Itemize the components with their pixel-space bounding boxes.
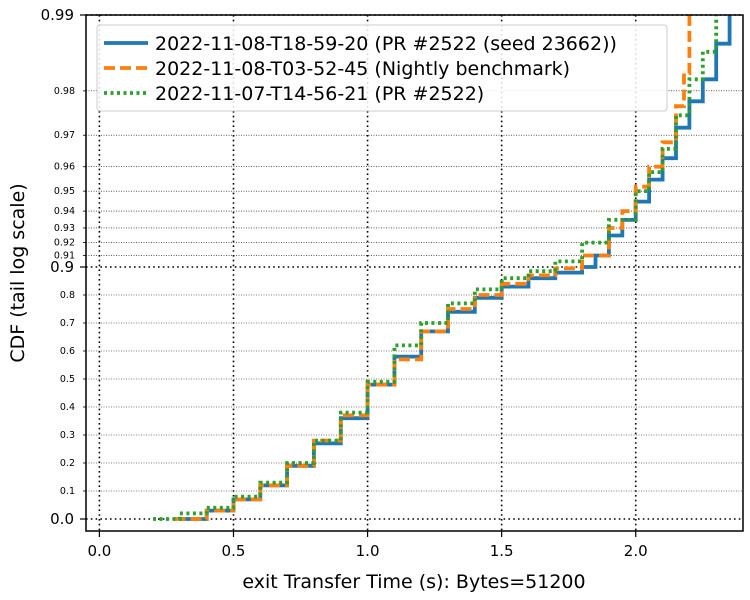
x-axis-title: exit Transfer Time (s): Bytes=51200 — [242, 571, 585, 593]
series-line-3 — [153, 15, 719, 521]
y-minor-tick-label: 0.96 — [54, 162, 75, 173]
y-minor-tick-label: 0.93 — [54, 223, 75, 234]
x-tick-label: 0.5 — [222, 542, 246, 560]
plot-frame — [85, 14, 744, 532]
y-minor-tick-label: 0.3 — [60, 430, 75, 441]
y-minor-tick-label: 0.95 — [54, 186, 75, 197]
y-major-tick-label: 0.9 — [50, 258, 74, 276]
y-minor-tick-label: 0.7 — [60, 318, 75, 329]
x-tick-label: 0.0 — [87, 542, 111, 560]
x-tick-label: 2.0 — [624, 542, 648, 560]
y-minor-tick-label: 0.6 — [60, 346, 75, 357]
legend-label-3: 2022-11-07-T14-56-21 (PR #2522) — [155, 83, 484, 105]
y-minor-tick-label: 0.92 — [54, 238, 75, 249]
y-minor-tick-label: 0.1 — [60, 486, 75, 497]
y-minor-tick-label: 0.4 — [60, 402, 75, 413]
y-minor-tick-label: 0.5 — [60, 374, 75, 385]
y-minor-tick-label: 0.91 — [54, 250, 75, 261]
legend: 2022-11-08-T18-59-20 (PR #2522 (seed 236… — [96, 24, 668, 112]
y-minor-tick-label: 0.94 — [54, 206, 75, 217]
series-lines — [153, 15, 732, 521]
y-minor-tick-label: 0.8 — [60, 290, 75, 301]
legend-label-2: 2022-11-08-T03-52-45 (Nightly benchmark) — [155, 58, 570, 80]
x-tick-label: 1.0 — [356, 542, 380, 560]
legend-label-1: 2022-11-08-T18-59-20 (PR #2522 (seed 236… — [155, 33, 617, 55]
y-major-tick-label: 0.99 — [41, 6, 74, 24]
y-minor-tick-label: 0.97 — [54, 130, 75, 141]
legend-box — [96, 24, 668, 112]
y-major-tick-label: 0.0 — [50, 510, 74, 528]
y-minor-tick-label: 0.98 — [54, 86, 75, 97]
y-minor-tick-label: 0.2 — [60, 458, 75, 469]
series-line-2 — [174, 15, 692, 521]
axis-ticks: 0.1 0.2 0.3 0.4 0.5 0.6 0.7 0.8 0.910.92 0.93 0.94… — [41, 6, 648, 560]
y-axis-title: CDF (tail log scale) — [7, 183, 29, 362]
x-tick-label: 1.5 — [490, 542, 514, 560]
